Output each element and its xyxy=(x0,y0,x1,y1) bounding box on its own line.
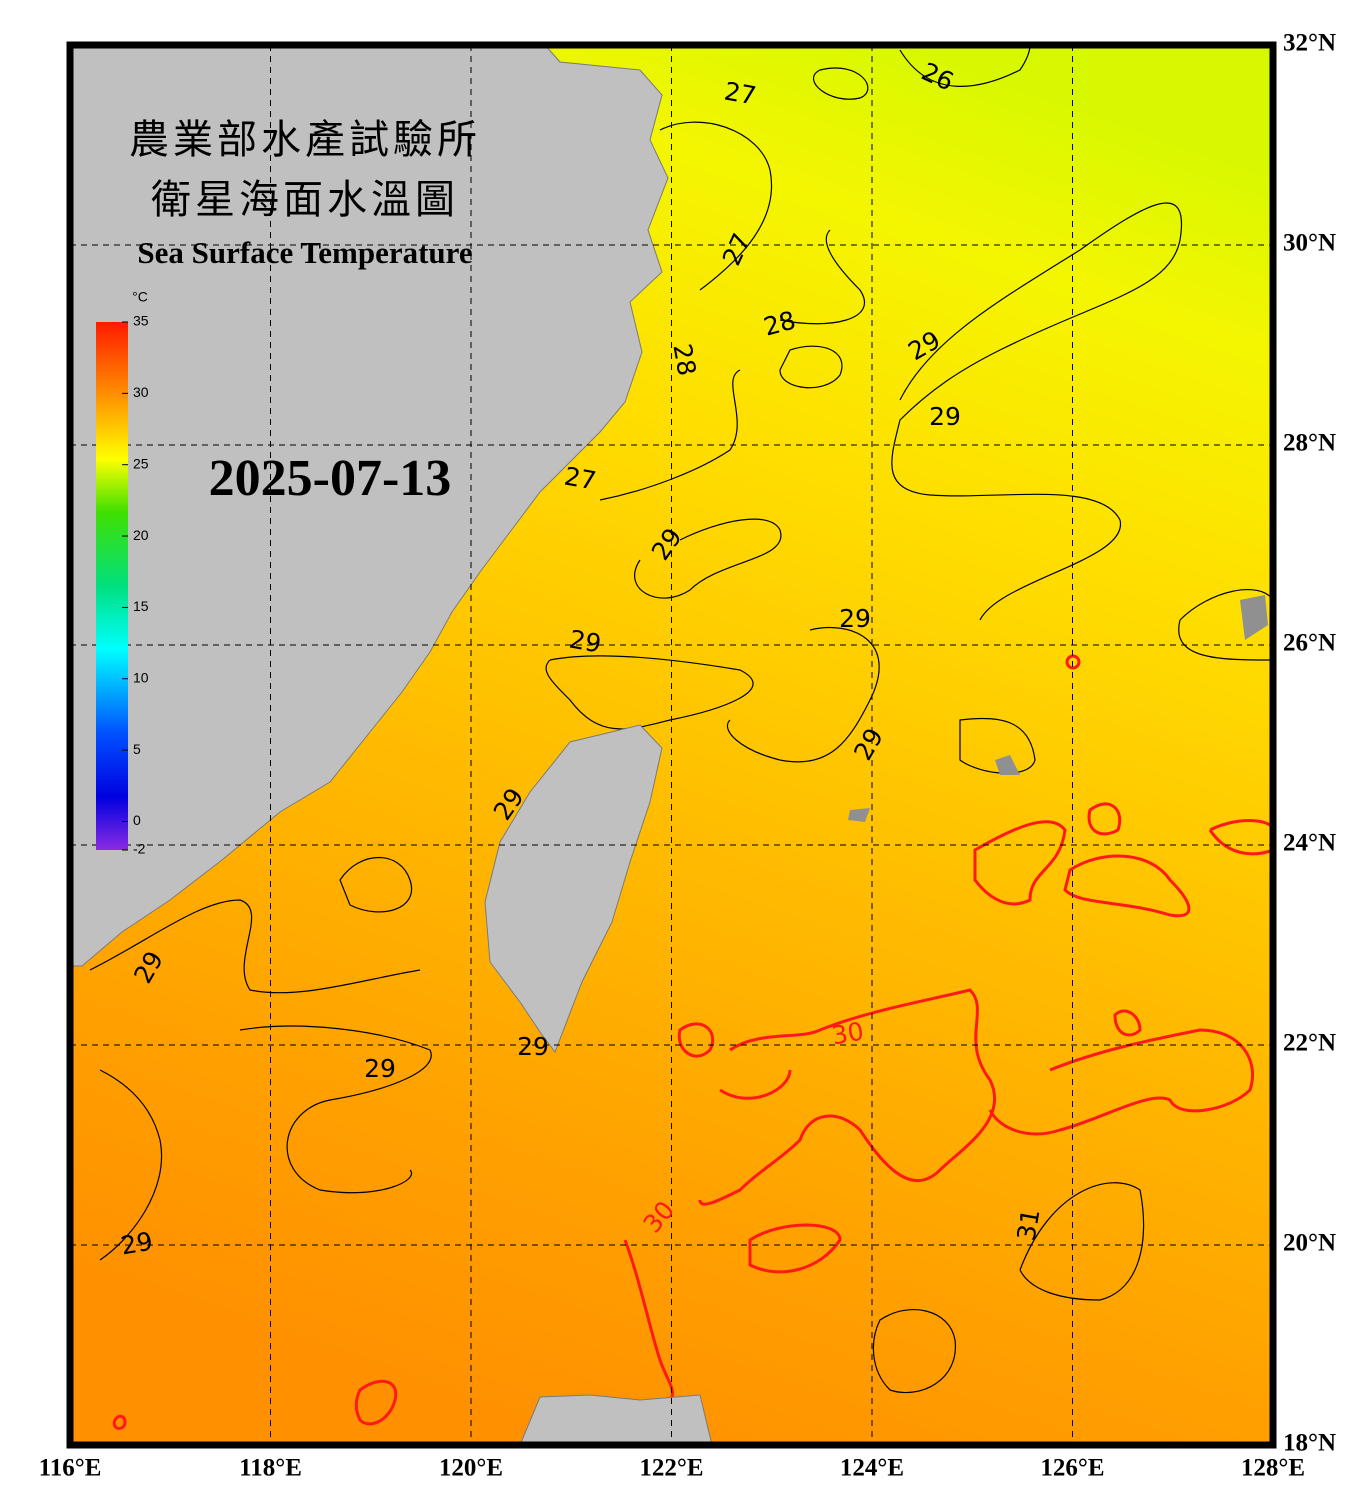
mainland-china xyxy=(70,45,669,967)
luzon xyxy=(519,1394,713,1445)
island xyxy=(1240,595,1268,640)
isotherm xyxy=(959,717,1036,774)
isotherm xyxy=(1087,802,1122,836)
lon-label: 124°E xyxy=(840,1455,904,1482)
isotherm xyxy=(339,857,413,913)
contour-label: 28 xyxy=(667,342,701,378)
lat-label: 18°N xyxy=(1283,1430,1336,1457)
title-zh: 衛星海面水溫圖 xyxy=(151,177,459,223)
isotherm xyxy=(891,202,1182,621)
isotherm xyxy=(748,1223,842,1274)
contour-label: 31 xyxy=(1011,1207,1045,1243)
colorbar-tick-label: 25 xyxy=(133,455,149,471)
contour-label: 30 xyxy=(830,1016,866,1050)
lon-label: 128°E xyxy=(1241,1455,1305,1482)
taiwan xyxy=(484,724,663,1054)
colorbar-ticks: 35 30 25 20 15 10 5 0 -2 xyxy=(122,313,149,857)
isotherm xyxy=(112,1414,127,1430)
isotherm xyxy=(1063,854,1191,918)
isotherm xyxy=(719,1069,792,1100)
lat-label: 28°N xyxy=(1283,430,1336,457)
lon-label: 126°E xyxy=(1040,1455,1104,1482)
lat-label: 20°N xyxy=(1283,1230,1336,1257)
lat-label: 30°N xyxy=(1283,230,1336,257)
colorbar-tick-label: 20 xyxy=(133,527,149,543)
contour-label: 27 xyxy=(562,461,598,495)
isotherm xyxy=(634,518,782,599)
colorbar-tick-label: 0 xyxy=(133,812,141,828)
colorbar-unit: °C xyxy=(132,289,148,305)
map-content xyxy=(70,45,1273,1445)
isotherm xyxy=(599,369,741,501)
isotherm xyxy=(726,626,880,763)
colorbar-tick-label: -2 xyxy=(133,841,146,857)
isotherm xyxy=(872,1309,956,1394)
colorbar xyxy=(96,322,128,850)
lon-label: 122°E xyxy=(639,1455,703,1482)
lat-label: 32°N xyxy=(1283,30,1336,57)
colorbar-tick-label: 10 xyxy=(133,669,149,685)
lon-label: 118°E xyxy=(239,1455,302,1482)
map-frame xyxy=(66,41,1277,1449)
isotherm xyxy=(973,820,1067,906)
isotherm xyxy=(1019,1182,1145,1301)
contour-label: 29 xyxy=(119,1226,155,1260)
isotherm xyxy=(545,655,754,730)
colorbar-tick-label: 35 xyxy=(133,313,149,329)
lat-label: 26°N xyxy=(1283,630,1336,657)
isotherm xyxy=(698,988,997,1206)
isotherm xyxy=(988,1028,1255,1136)
isotherm xyxy=(99,1069,163,1261)
contour-label: 29 xyxy=(929,402,961,431)
graticule xyxy=(70,45,1273,1445)
lat-label: 22°N xyxy=(1283,1030,1336,1057)
lon-label: 120°E xyxy=(439,1455,503,1482)
isotherm xyxy=(1113,1009,1142,1037)
isotherm xyxy=(899,45,1031,87)
contour-label: 29 xyxy=(567,624,603,658)
title-zh: 農業部水產試驗所 xyxy=(129,117,481,163)
isotherm xyxy=(659,121,773,291)
isotherms-30 xyxy=(112,654,1273,1430)
lon-label: 116°E xyxy=(39,1455,102,1482)
island xyxy=(995,755,1020,775)
island xyxy=(848,808,870,822)
contour-label: 29 xyxy=(364,1054,396,1083)
isotherm xyxy=(89,899,421,994)
colorbar-tick-label: 5 xyxy=(133,741,141,757)
title-en: Sea Surface Temperature xyxy=(137,235,472,270)
isotherm xyxy=(354,1379,398,1426)
isotherm xyxy=(779,229,866,325)
isotherm xyxy=(813,67,869,100)
lat-label: 24°N xyxy=(1283,830,1336,857)
isotherm xyxy=(239,1025,432,1194)
contour-label: 29 xyxy=(839,604,871,633)
isotherms xyxy=(89,45,1273,1394)
colorbar-tick-label: 15 xyxy=(133,598,149,614)
contour-label: 29 xyxy=(517,1032,549,1061)
isotherm xyxy=(1178,589,1273,661)
isotherm xyxy=(677,1022,715,1058)
contour-label: 27 xyxy=(722,76,758,110)
date: 2025-07-13 xyxy=(209,450,452,507)
isotherm xyxy=(779,345,843,389)
colorbar-tick-label: 30 xyxy=(133,384,149,400)
